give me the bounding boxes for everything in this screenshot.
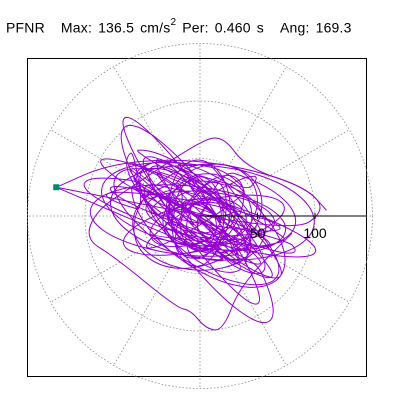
radial-tick-label-100: 100 [303, 225, 327, 241]
period-label: Per: [182, 19, 209, 36]
grid-spoke-330 [249, 244, 350, 303]
grid-spoke-120 [113, 66, 172, 167]
grid-spoke-60 [228, 66, 287, 167]
grid-spoke-30 [249, 129, 350, 188]
angle-label: Ang: [279, 19, 310, 36]
orbit-segment-2 [56, 159, 321, 227]
chart-title: PFNR Max: 136.5 cm/s2 Per: 0.460 s Ang: 169.3 [6, 17, 352, 36]
max-value: 136.5 [98, 19, 135, 36]
period-unit: s [256, 19, 264, 36]
start-marker-group [53, 184, 60, 191]
grid-spoke-300 [228, 265, 287, 366]
grid-ring-3 [27, 43, 373, 389]
orbit-trace [56, 116, 327, 331]
radial-tick-labels: 50 100 [250, 225, 327, 241]
start-marker [53, 184, 60, 191]
orbit-segment-1 [56, 116, 317, 324]
radial-tick-label-50: 50 [250, 225, 266, 241]
max-unit: cm/s [140, 19, 171, 36]
reference-axis [200, 213, 366, 219]
grid-spoke-210 [50, 244, 151, 303]
grid-spoke-150 [50, 129, 151, 188]
orbit-segment-3 [88, 186, 293, 331]
period-value: 0.460 [214, 19, 251, 36]
angle-value: 169.3 [315, 19, 352, 36]
max-unit-exponent: 2 [170, 17, 177, 28]
grid-spoke-240 [113, 265, 172, 366]
orbit-segment-4 [130, 137, 327, 211]
station-code: PFNR [6, 19, 45, 36]
max-label: Max: [60, 19, 93, 36]
